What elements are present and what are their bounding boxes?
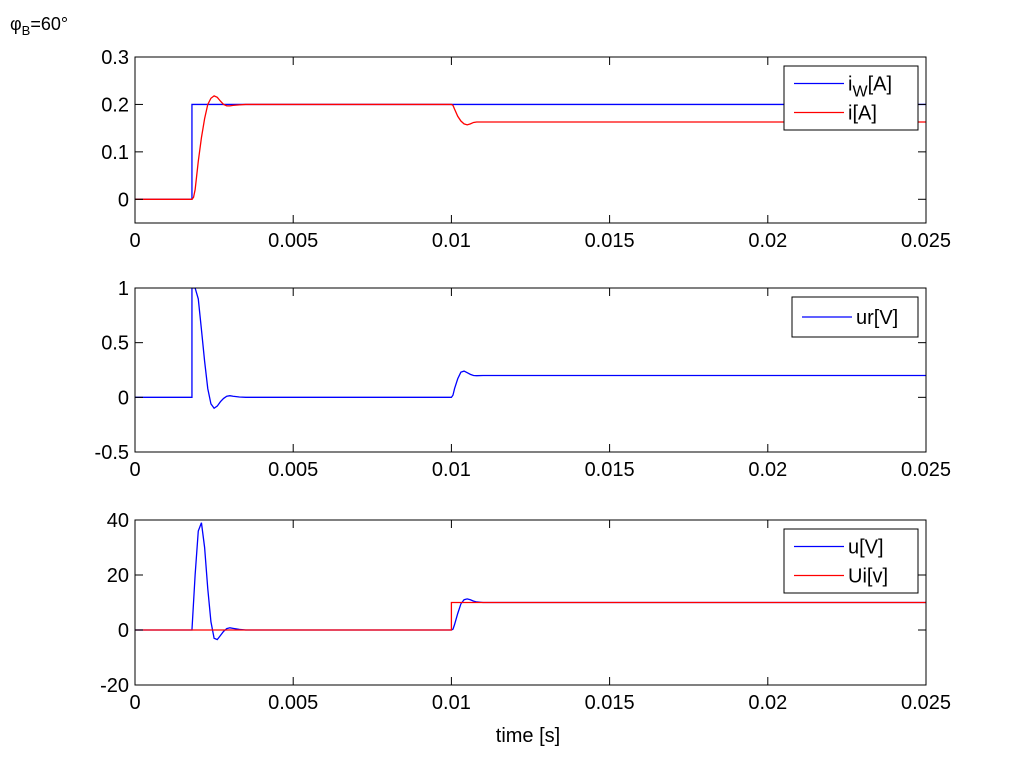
axes-frame	[134, 56, 927, 224]
y-tick-label: 0	[118, 189, 129, 211]
x-tick-label: 0.025	[901, 459, 951, 481]
x-tick-label: 0	[129, 692, 140, 714]
y-tick-label: 0.3	[101, 47, 129, 69]
legend-box	[783, 528, 919, 594]
x-tick-label: 0.025	[901, 230, 951, 252]
y-tick-label: 0.2	[101, 94, 129, 116]
legend-label: Ui[v]	[848, 566, 888, 588]
legend-box	[791, 296, 919, 338]
legend: u[V] Ui[v]	[783, 528, 919, 594]
x-tick-label: 0.015	[585, 692, 635, 714]
legend-box	[783, 65, 919, 131]
x-tick-label: 0.015	[585, 230, 635, 252]
x-tick-label: 0.02	[748, 692, 787, 714]
y-tick-label: 0.1	[101, 142, 129, 164]
x-tick-label: 0.005	[268, 692, 318, 714]
x-tick-label: 0.01	[432, 230, 471, 252]
y-tick-label: 0.5	[101, 333, 129, 355]
x-tick-label: 0.005	[268, 230, 318, 252]
y-tick-label: -0.5	[95, 442, 129, 464]
y-tick-label: -20	[100, 675, 129, 697]
y-tick-label: 40	[107, 510, 129, 532]
x-tick-label: 0.02	[748, 459, 787, 481]
series-line-u-v-	[135, 522, 926, 641]
x-tick-label: 0.01	[432, 459, 471, 481]
legend-label: ur[V]	[856, 307, 898, 329]
y-tick-label: 20	[107, 565, 129, 587]
axes-frame	[134, 519, 927, 686]
y-tick-label: 0	[118, 387, 129, 409]
y-tick-label: 1	[118, 278, 129, 300]
series-line-ui-v-	[135, 601, 926, 631]
series-line-ur-v-	[135, 288, 926, 410]
series-line-i-a-	[135, 95, 926, 200]
axes-frame	[134, 287, 927, 453]
x-axis-label: time [s]	[496, 725, 560, 747]
legend: ur[V]	[791, 296, 919, 338]
x-tick-label: 0.005	[268, 459, 318, 481]
phi-b-annotation: φB=60°	[10, 14, 68, 38]
x-tick-label: 0.02	[748, 230, 787, 252]
subplot-u-voltage: 0 0.005 0.01 0.015 0.02 0.025-2002040u[V]Ui[v…	[100, 510, 951, 714]
y-tick-label: 0	[118, 620, 129, 642]
x-tick-label: 0	[129, 230, 140, 252]
legend-label: u[V]	[848, 537, 884, 559]
legend-label: iW[A]	[848, 74, 892, 101]
x-tick-label: 0	[129, 459, 140, 481]
x-tick-label: 0.025	[901, 692, 951, 714]
subplot-current: 0 0.005 0.01 0.015 0.02 0.025 0 0.1 0.2 0.3 iW[A]i…	[101, 47, 951, 252]
legend-label: i[A]	[848, 103, 877, 125]
legend: iW[A]i[A]	[783, 65, 919, 131]
x-tick-label: 0.01	[432, 692, 471, 714]
x-tick-label: 0.015	[585, 459, 635, 481]
